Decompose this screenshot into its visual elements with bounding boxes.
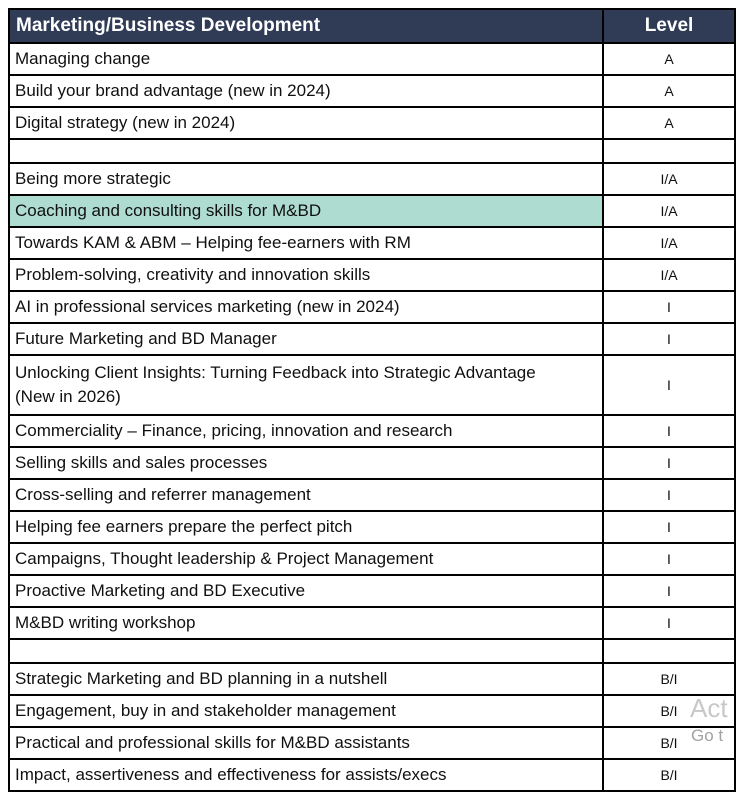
table-row: Future Marketing and BD Manager I	[8, 322, 736, 356]
course-name-cell: M&BD writing workshop	[8, 606, 604, 640]
level-cell: I	[602, 542, 736, 576]
level-cell: I/A	[602, 162, 736, 196]
level-cell: A	[602, 106, 736, 140]
course-name-cell: Cross-selling and referrer management	[8, 478, 604, 512]
level-cell: I	[602, 354, 736, 416]
level-cell: I	[602, 510, 736, 544]
course-name-cell: Selling skills and sales processes	[8, 446, 604, 480]
level-cell: I	[602, 322, 736, 356]
course-name-cell: Unlocking Client Insights: Turning Feedb…	[8, 354, 604, 416]
course-name-cell: Towards KAM & ABM – Helping fee-earners …	[8, 226, 604, 260]
course-name-cell	[8, 138, 604, 164]
course-name-cell: Digital strategy (new in 2024)	[8, 106, 604, 140]
table-row: Build your brand advantage (new in 2024)…	[8, 74, 736, 108]
table-row: Campaigns, Thought leadership & Project …	[8, 542, 736, 576]
course-name-cell: Practical and professional skills for M&…	[8, 726, 604, 760]
table-row: Proactive Marketing and BD Executive I	[8, 574, 736, 608]
level-cell: I	[602, 414, 736, 448]
level-cell: I/A	[602, 258, 736, 292]
table-row: AI in professional services marketing (n…	[8, 290, 736, 324]
table-row: Strategic Marketing and BD planning in a…	[8, 662, 736, 696]
course-name-cell: Proactive Marketing and BD Executive	[8, 574, 604, 608]
course-name-cell: Campaigns, Thought leadership & Project …	[8, 542, 604, 576]
level-cell: A	[602, 42, 736, 76]
table-title: Marketing/Business Development	[8, 8, 604, 44]
level-cell: I	[602, 478, 736, 512]
course-name-cell: Impact, assertiveness and effectiveness …	[8, 758, 604, 792]
table-row: Cross-selling and referrer management I	[8, 478, 736, 512]
table-row: Selling skills and sales processes I	[8, 446, 736, 480]
level-cell: A	[602, 74, 736, 108]
course-name-cell	[8, 638, 604, 664]
course-name-cell: Future Marketing and BD Manager	[8, 322, 604, 356]
table-row: Practical and professional skills for M&…	[8, 726, 736, 760]
level-cell: I	[602, 290, 736, 324]
level-cell: B/I	[602, 694, 736, 728]
table-row: Problem-solving, creativity and innovati…	[8, 258, 736, 292]
course-table: Marketing/Business Development Level Man…	[8, 8, 736, 792]
course-name-cell: Commerciality – Finance, pricing, innova…	[8, 414, 604, 448]
table-row: Unlocking Client Insights: Turning Feedb…	[8, 354, 736, 416]
table-row: Engagement, buy in and stakeholder manag…	[8, 694, 736, 728]
course-name-cell: Engagement, buy in and stakeholder manag…	[8, 694, 604, 728]
level-cell: I	[602, 446, 736, 480]
level-cell	[602, 138, 736, 164]
spacer-row	[8, 138, 736, 164]
course-name-cell: Problem-solving, creativity and innovati…	[8, 258, 604, 292]
course-table-container: Marketing/Business Development Level Man…	[8, 8, 736, 792]
level-cell	[602, 638, 736, 664]
level-cell: B/I	[602, 726, 736, 760]
course-name-cell: Strategic Marketing and BD planning in a…	[8, 662, 604, 696]
level-cell: B/I	[602, 758, 736, 792]
table-row: Commerciality – Finance, pricing, innova…	[8, 414, 736, 448]
course-name-cell: Build your brand advantage (new in 2024)	[8, 74, 604, 108]
table-row: Being more strategic I/A	[8, 162, 736, 196]
level-cell: I/A	[602, 226, 736, 260]
course-name-cell: AI in professional services marketing (n…	[8, 290, 604, 324]
course-name-cell: Managing change	[8, 42, 604, 76]
level-cell: B/I	[602, 662, 736, 696]
level-column-header: Level	[602, 8, 736, 44]
level-cell: I/A	[602, 194, 736, 228]
table-row: Towards KAM & ABM – Helping fee-earners …	[8, 226, 736, 260]
table-row: Coaching and consulting skills for M&BD I…	[8, 194, 736, 228]
table-row: Impact, assertiveness and effectiveness …	[8, 758, 736, 792]
table-row: Helping fee earners prepare the perfect …	[8, 510, 736, 544]
course-name-cell: Helping fee earners prepare the perfect …	[8, 510, 604, 544]
table-row: Digital strategy (new in 2024) A	[8, 106, 736, 140]
course-name-cell: Coaching and consulting skills for M&BD	[8, 194, 604, 228]
table-row: Managing change A	[8, 42, 736, 76]
level-cell: I	[602, 606, 736, 640]
spacer-row	[8, 638, 736, 664]
level-cell: I	[602, 574, 736, 608]
table-row: M&BD writing workshop I	[8, 606, 736, 640]
course-name-cell: Being more strategic	[8, 162, 604, 196]
course-table-body: Managing change A Build your brand advanta…	[8, 42, 736, 792]
table-header-row: Marketing/Business Development Level	[8, 8, 736, 44]
